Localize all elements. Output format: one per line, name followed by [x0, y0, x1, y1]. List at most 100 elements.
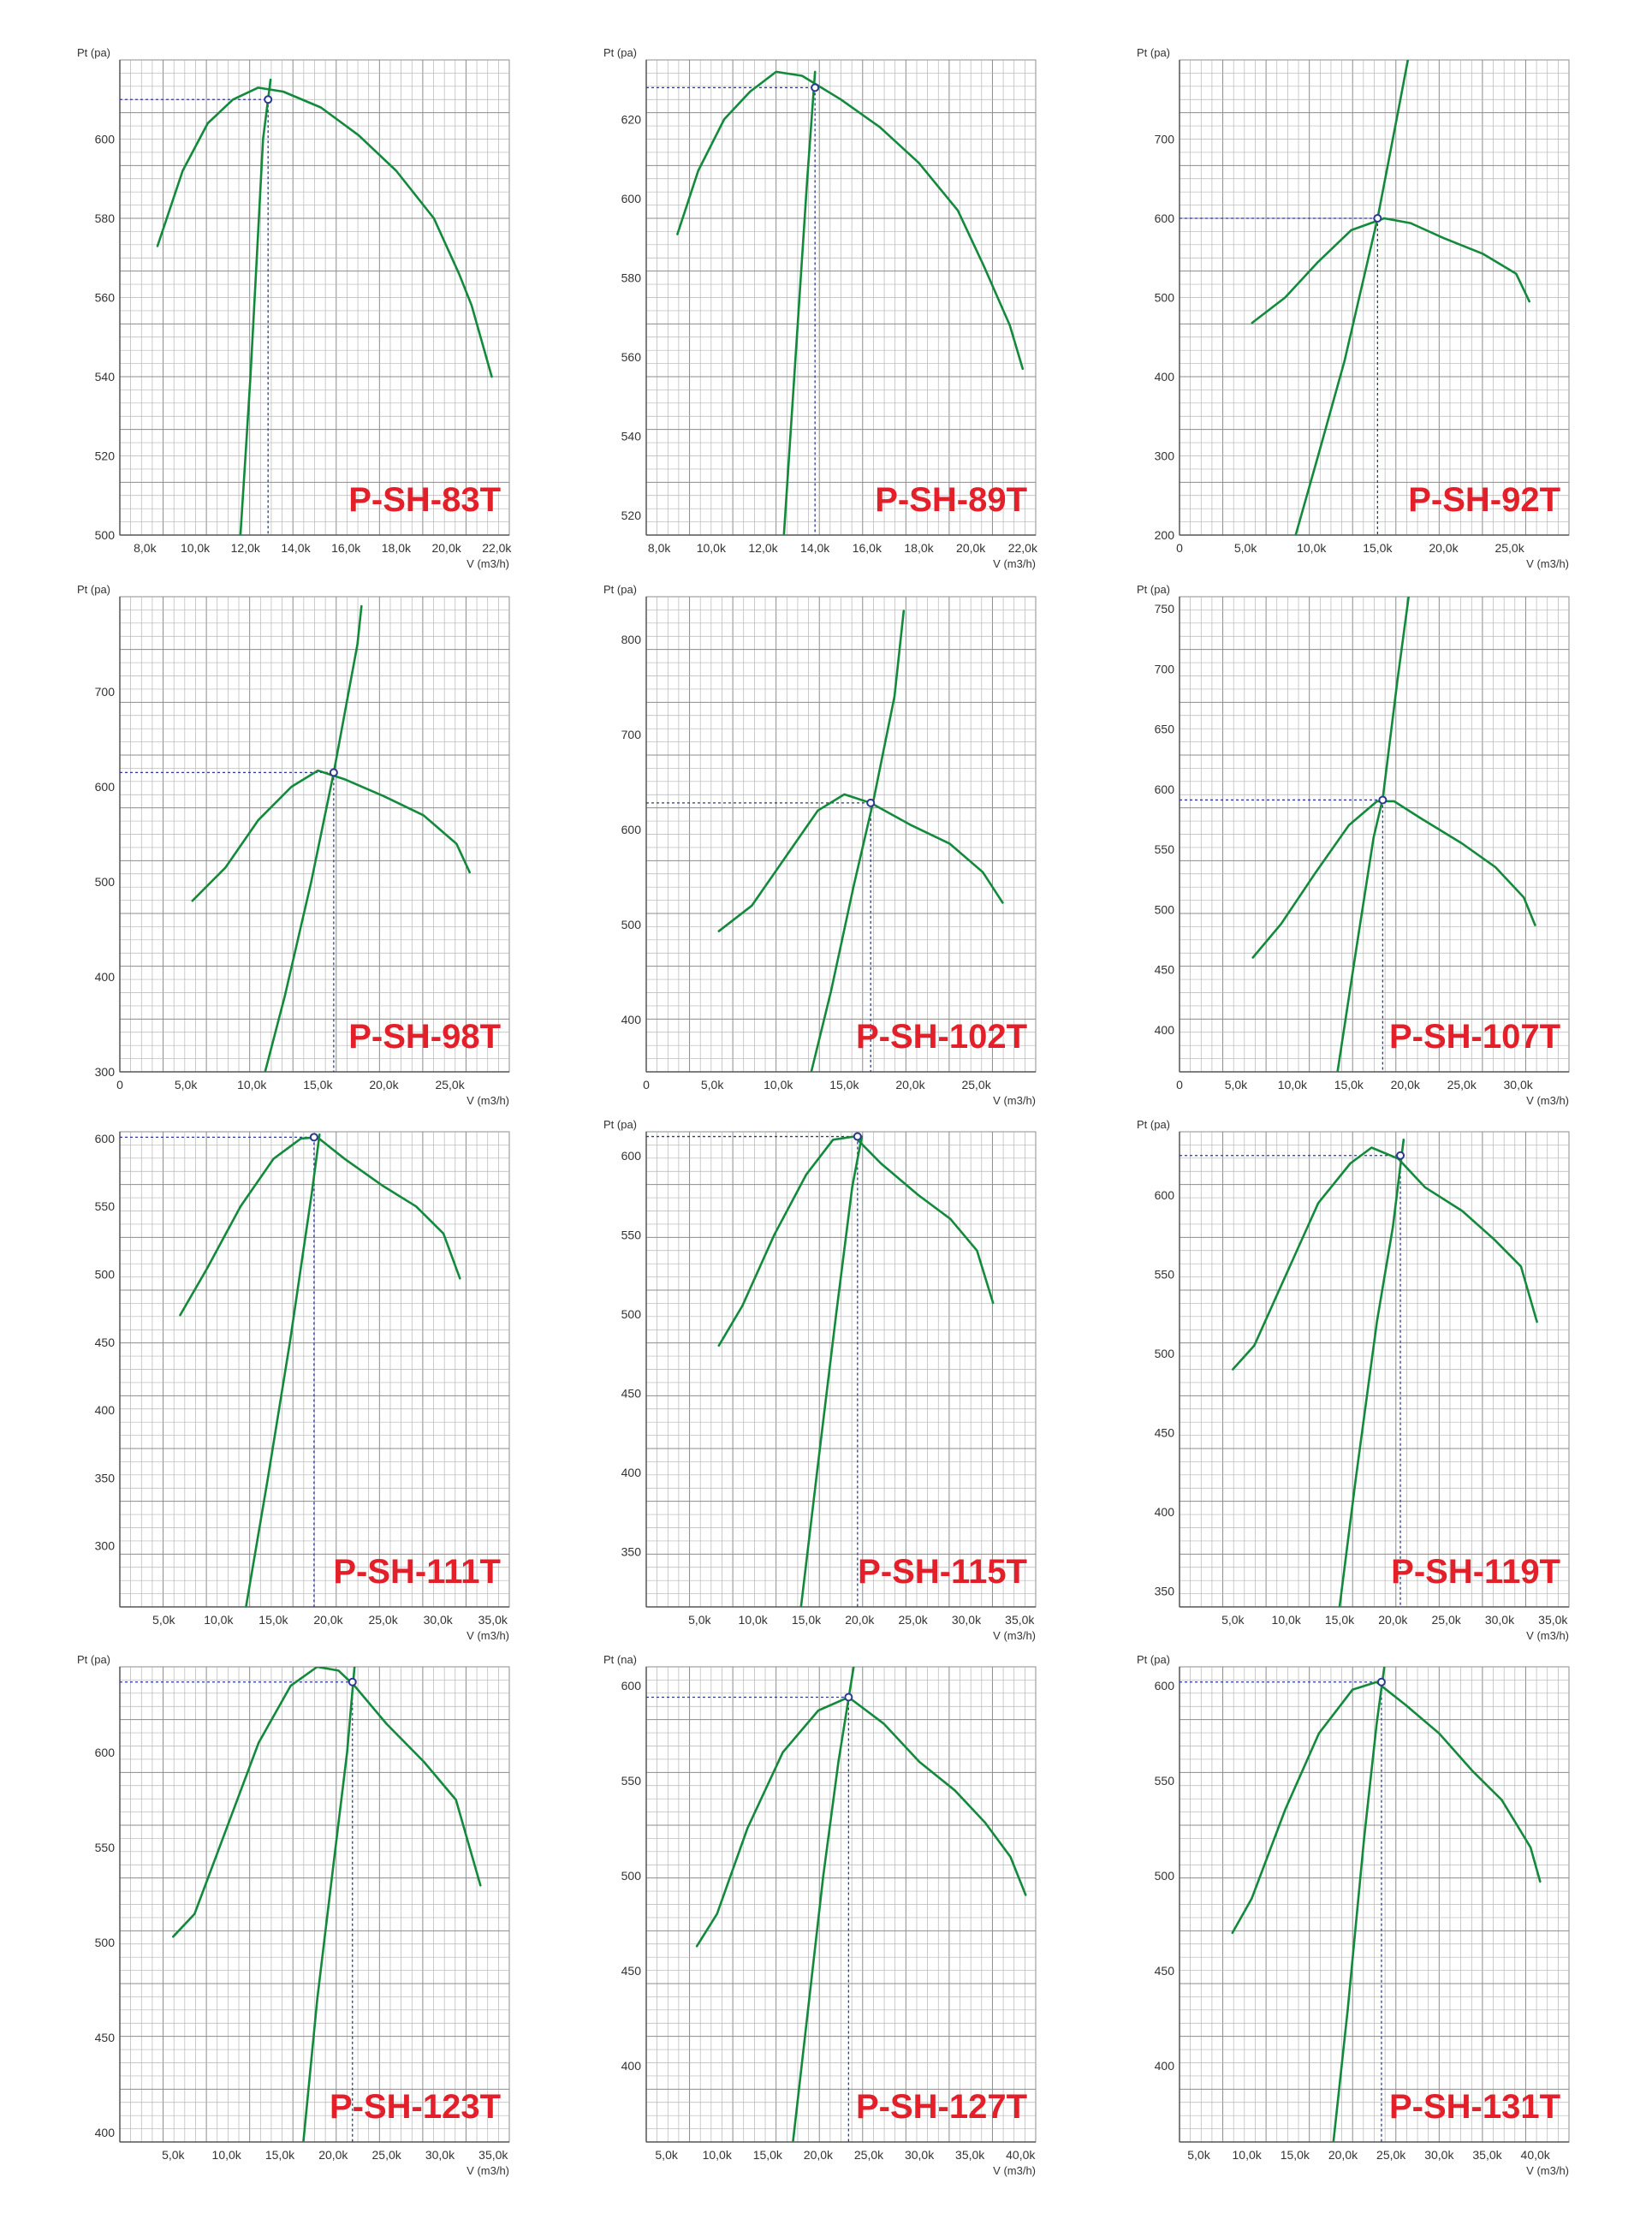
fan-curve-line	[1251, 217, 1531, 324]
operating-point	[853, 1132, 862, 1141]
y-axis-label: Pt (pa)	[603, 583, 637, 596]
x-axis-label: V (m3/h)	[993, 2164, 1036, 2177]
y-tick-label: 600	[95, 1132, 116, 1145]
x-tick-label: 25,0k	[854, 2148, 884, 2162]
y-tick-label: 300	[1155, 449, 1175, 463]
operating-point	[1373, 214, 1382, 223]
y-tick-label: 450	[1155, 1426, 1175, 1440]
x-tick-label: 0	[643, 1078, 650, 1092]
y-tick-label: 550	[95, 1841, 116, 1854]
y-tick-label: 550	[1155, 842, 1175, 856]
y-tick-label: 560	[621, 350, 642, 364]
y-tick-label: 450	[621, 1964, 642, 1978]
x-tick-label: 12,0k	[748, 541, 778, 555]
system-curve-line	[782, 70, 817, 535]
x-tick-label: 20,0k	[895, 1078, 925, 1092]
chart-svg: 400 450 500 550 600 5,0k 10,0k 15,0k 20,0k 25,0k 3…	[77, 1653, 510, 2177]
x-axis-label: V (m3/h)	[1526, 1094, 1569, 1107]
x-tick-label: 5,0k	[1234, 541, 1257, 555]
x-tick-label: 20,0k	[1378, 1613, 1408, 1627]
x-tick-label: 20,0k	[369, 1078, 399, 1092]
x-axis-label: V (m3/h)	[466, 1629, 509, 1642]
fan-curve-line	[156, 86, 493, 378]
y-tick-label: 550	[621, 1228, 642, 1241]
x-tick-label: 5,0k	[1225, 1078, 1248, 1092]
y-axis-label: Pt (pa)	[1137, 1653, 1170, 1666]
x-tick-label: 30,0k	[1424, 2148, 1454, 2162]
operating-point	[866, 798, 876, 807]
y-tick-label: 350	[1155, 1585, 1175, 1598]
y-tick-label: 500	[1155, 902, 1175, 916]
y-axis-label: Pt (pa)	[77, 46, 110, 59]
y-tick-label: 580	[621, 271, 642, 284]
y-tick-label: 400	[621, 1013, 642, 1026]
x-tick-label: 20,0k	[845, 1613, 875, 1627]
x-tick-label: 18,0k	[382, 541, 412, 555]
y-tick-label: 400	[1155, 370, 1175, 384]
chart-panel-10: 400 450 500 550 600 5,0k 10,0k 15,0k 20,0k 25,0k 3…	[70, 1648, 592, 2179]
chart-svg: 520 540 560 580 600 620 8,0k 10,0k 12,0k 14,0k 16,…	[603, 46, 1038, 570]
chart-panel-7: 300 350 400 450 500 550 600 5,0k 10,0k 15,0k 20,0k…	[70, 1113, 592, 1644]
x-tick-label: 30,0k	[1485, 1613, 1515, 1627]
x-axis-label: V (m3/h)	[993, 1094, 1036, 1107]
y-tick-label: 400	[1155, 1505, 1175, 1519]
x-tick-label: 5,0k	[162, 2148, 185, 2162]
x-tick-label: 16,0k	[331, 541, 361, 555]
x-tick-label: 10,0k	[1272, 1613, 1302, 1627]
x-tick-label: 20,0k	[804, 2148, 834, 2162]
system-curve-line	[302, 1667, 356, 2142]
grid	[1180, 597, 1569, 1072]
model-label: P-SH-98T	[348, 1018, 501, 1056]
chart-svg: 300 350 400 450 500 550 600 5,0k 10,0k 15,0k 20,0k…	[95, 1131, 510, 1642]
x-tick-label: 15,0k	[1325, 1613, 1355, 1627]
chart-panel-3: 200 300 400 500 600 700 0 5,0k 10,0k 15,0k 20,0k 25…	[1130, 41, 1652, 572]
y-tick-label: 450	[95, 2031, 116, 2044]
x-tick-label: 20,0k	[1328, 2148, 1358, 2162]
fan-curve-line	[695, 1696, 1027, 1948]
chart-svg: 400 450 500 550 600 650 700 750 0 5,0k 10,0k 15,0k 2…	[1137, 583, 1570, 1107]
x-tick-label: 20,0k	[1391, 1078, 1421, 1092]
grid	[646, 1132, 1036, 1607]
grid	[120, 1667, 509, 2142]
model-label: P-SH-92T	[1408, 481, 1560, 519]
x-axis-label: V (m3/h)	[1526, 557, 1569, 570]
y-axis-label: Pt (pa)	[77, 1653, 110, 1666]
x-tick-label: 15,0k	[258, 1613, 288, 1627]
model-label: P-SH-102T	[856, 1018, 1027, 1056]
fan-curve-line	[717, 793, 1004, 933]
x-tick-label: 10,0k	[697, 541, 727, 555]
y-tick-label: 600	[95, 780, 116, 794]
y-tick-label: 550	[95, 1199, 116, 1213]
x-tick-label: 25,0k	[961, 1078, 991, 1092]
model-label: P-SH-127T	[856, 2088, 1027, 2126]
x-tick-label: 35,0k	[478, 2148, 508, 2162]
y-tick-label: 450	[1155, 1964, 1175, 1978]
y-tick-label: 450	[95, 1336, 116, 1349]
y-tick-label: 580	[95, 211, 116, 225]
model-label: P-SH-107T	[1389, 1018, 1560, 1056]
system-curve-line	[792, 1667, 855, 2142]
chart-panel-4: 300 400 500 600 700 0 5,0k 10,0k 15,0k 20,0k 25,0k…	[70, 578, 592, 1109]
x-tick-label: 20,0k	[431, 541, 461, 555]
y-tick-label: 700	[95, 685, 116, 699]
chart-panel-11: 400 450 500 550 600 5,0k 10,0k 15,0k 20,0k 25,0k 3…	[597, 1648, 1119, 2179]
y-tick-label: 400	[95, 1403, 116, 1417]
operating-point	[844, 1693, 853, 1702]
y-tick-label: 750	[1155, 602, 1175, 616]
operating-point	[329, 768, 338, 777]
y-tick-label: 400	[621, 2059, 642, 2073]
x-tick-label: 30,0k	[425, 2148, 455, 2162]
y-axis-label: Pt (pa)	[1137, 1118, 1170, 1131]
chart-svg: 200 300 400 500 600 700 0 5,0k 10,0k 15,0k 20,0k 25…	[1137, 46, 1570, 570]
chart-svg: 400 500 600 700 800 0 5,0k 10,0k 15,0k 20,0k 25,0k…	[603, 583, 1037, 1107]
y-tick-label: 500	[1155, 1347, 1175, 1360]
grid	[646, 597, 1036, 1072]
chart-svg: 400 450 500 550 600 5,0k 10,0k 15,0k 20,0k 25,0k 3…	[603, 1653, 1037, 2177]
y-tick-label: 600	[621, 192, 642, 205]
fan-curve-line	[172, 1667, 482, 1938]
chart-panel-9: 350 400 450 500 550 600 5,0k 10,0k 15,0k 20,0k 25,…	[1130, 1113, 1652, 1644]
x-tick-label: 35,0k	[1538, 1613, 1568, 1627]
y-tick-label: 500	[621, 918, 642, 931]
system-curve-line	[1294, 60, 1410, 535]
